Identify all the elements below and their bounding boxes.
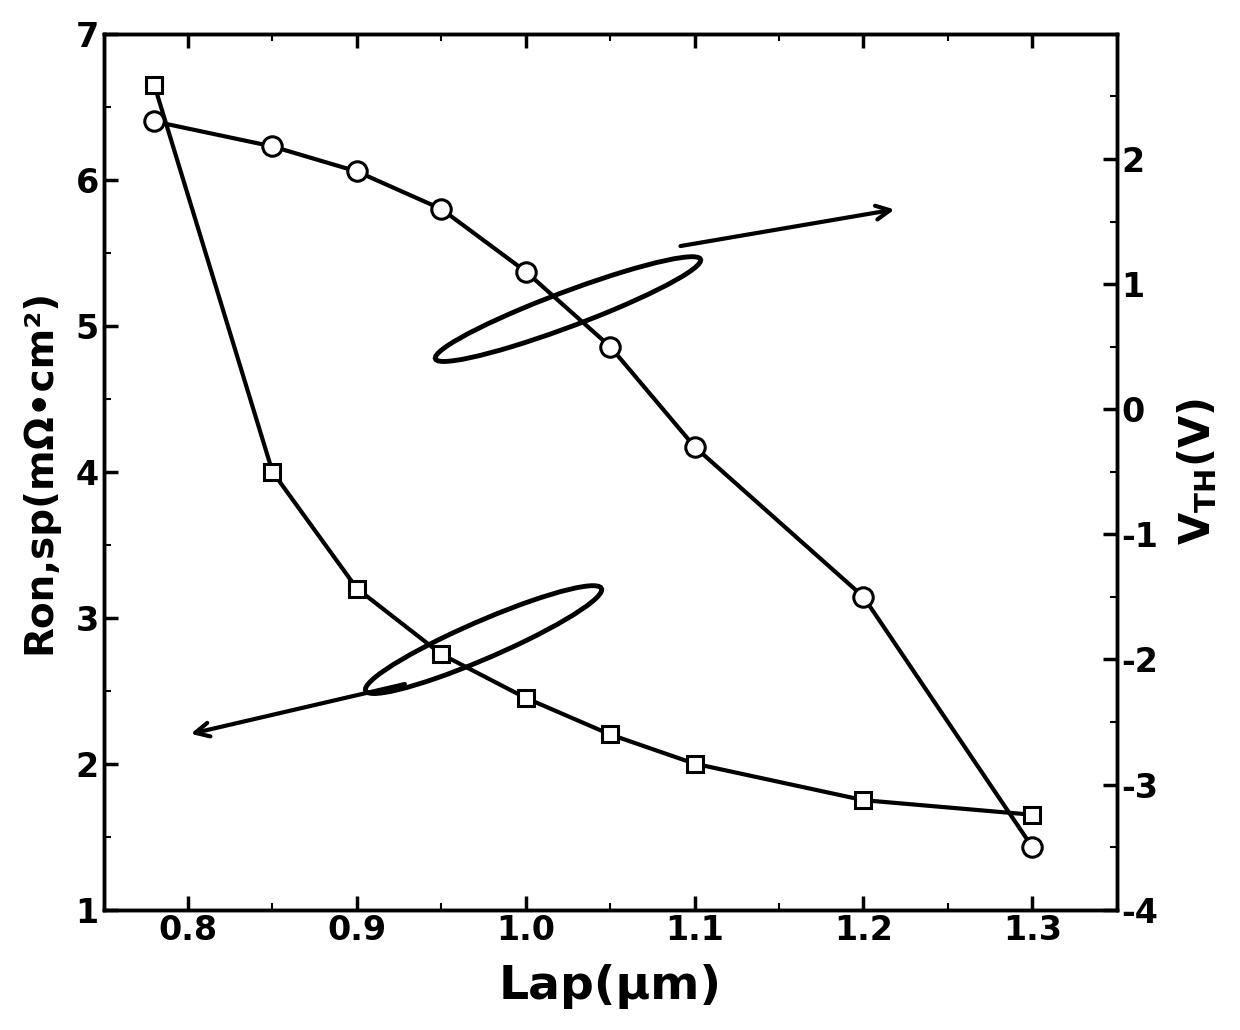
Y-axis label: $\mathbf{V_{TH}(V)}$: $\mathbf{V_{TH}(V)}$ (1176, 399, 1219, 545)
X-axis label: Lap(μm): Lap(μm) (498, 964, 722, 1009)
Y-axis label: Ron,sp(mΩ•cm²): Ron,sp(mΩ•cm²) (21, 289, 58, 654)
